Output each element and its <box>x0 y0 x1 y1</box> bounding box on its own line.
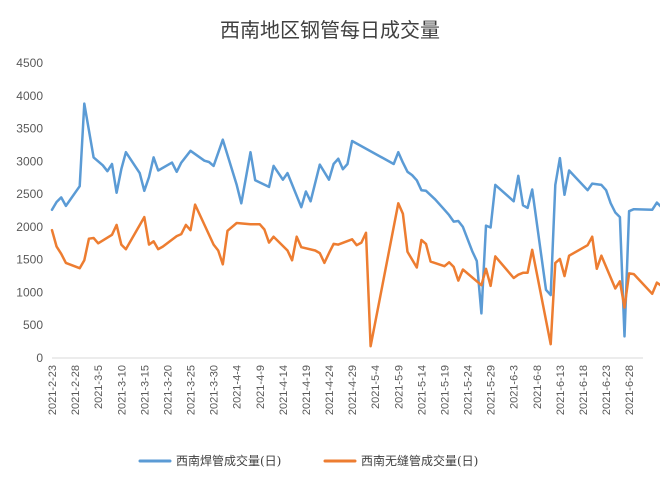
x-tick-label: 2021-6-8 <box>532 365 544 409</box>
y-tick-label: 0 <box>36 351 43 365</box>
x-tick-label: 2021-2-28 <box>70 365 82 415</box>
x-tick-label: 2021-5-9 <box>393 365 405 409</box>
x-tick-label: 2021-6-3 <box>509 365 521 409</box>
x-tick-label: 2021-4-4 <box>232 365 244 409</box>
x-tick-label: 2021-6-28 <box>624 365 636 415</box>
y-tick-label: 1000 <box>16 285 43 299</box>
chart-title: 西南地区钢管每日成交量 <box>220 18 440 42</box>
x-tick-label: 2021-3-5 <box>93 365 105 409</box>
x-tick-label: 2021-6-18 <box>578 365 590 415</box>
legend-label-2: 西南无缝管成交量(日) <box>361 453 478 468</box>
x-tick-label: 2021-3-30 <box>209 365 221 415</box>
x-tick-label: 2021-6-13 <box>555 365 567 415</box>
x-tick-label: 2021-4-29 <box>347 365 359 415</box>
x-tick-label: 2021-4-24 <box>324 365 336 415</box>
y-tick-label: 2000 <box>16 220 43 234</box>
x-tick-label: 2021-3-10 <box>116 365 128 415</box>
x-tick-label: 2021-2-23 <box>47 365 59 415</box>
x-tick-label: 2021-3-20 <box>162 365 174 415</box>
x-tick-label: 2021-5-19 <box>439 365 451 415</box>
series-line-1 <box>50 102 660 338</box>
x-tick-label: 2021-3-25 <box>186 365 198 415</box>
legend-label-1: 西南焊管成交量(日) <box>176 453 281 468</box>
series-line-2 <box>50 202 660 348</box>
y-tick-label: 1500 <box>16 253 43 267</box>
x-tick-label: 2021-5-14 <box>416 365 428 415</box>
x-tick-label: 2021-4-9 <box>255 365 267 409</box>
y-tick-label: 4000 <box>16 89 43 103</box>
y-tick-label: 500 <box>23 318 43 332</box>
y-tick-label: 3500 <box>16 122 43 136</box>
y-tick-label: 2500 <box>16 187 43 201</box>
x-tick-label: 2021-4-14 <box>278 365 290 415</box>
x-tick-label: 2021-5-29 <box>486 365 498 415</box>
x-tick-label: 2021-5-24 <box>463 365 475 415</box>
y-tick-label: 3000 <box>16 154 43 168</box>
y-tick-label: 4500 <box>16 56 43 70</box>
x-tick-label: 2021-5-4 <box>370 365 382 409</box>
x-tick-label: 2021-4-19 <box>301 365 313 415</box>
x-tick-label: 2021-6-23 <box>601 365 613 415</box>
x-tick-label: 2021-3-15 <box>139 365 151 415</box>
